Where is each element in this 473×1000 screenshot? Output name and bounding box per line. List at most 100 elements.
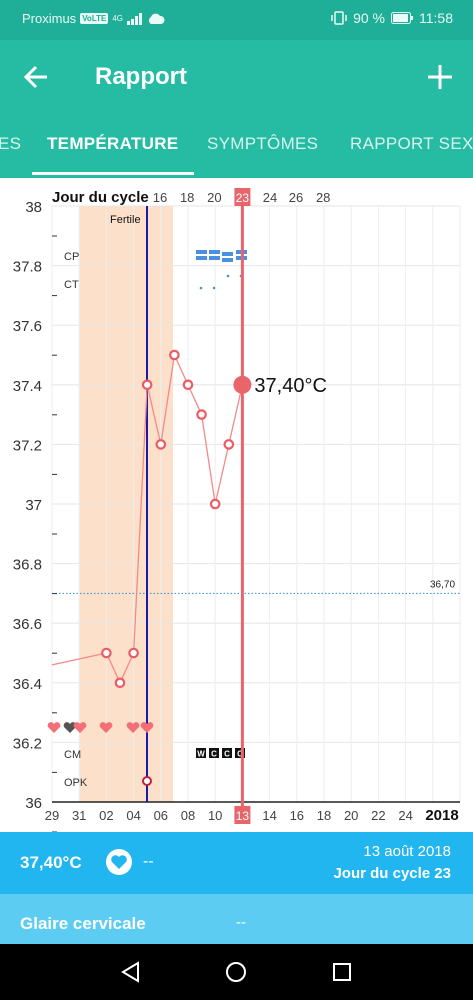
x-tick-label: 06: [154, 808, 168, 823]
row-label-opk: OPK: [64, 777, 88, 789]
top-tick-label: 20: [207, 190, 221, 205]
temperature-point: [169, 349, 180, 361]
temperature-chart-svg[interactable]: 36,70 38 37.8 37.6 37.4 37.2 37 36.8 36.6 36.4 36…: [0, 178, 473, 833]
heart-icon: [47, 722, 61, 733]
heart-icon[interactable]: [106, 849, 132, 875]
cp-mark: [222, 252, 233, 256]
battery-percent: 90 %: [353, 10, 385, 26]
ct-dot: [199, 286, 203, 290]
cm-code: W: [197, 750, 205, 759]
page-title: Rapport: [95, 63, 187, 90]
x-tick-label: 14: [262, 808, 276, 823]
y-tick-label: 36: [25, 795, 42, 812]
y-tick-label: 36.8: [13, 557, 42, 574]
temperature-line: [51, 352, 244, 685]
y-tick-label: 36.4: [13, 676, 42, 693]
x-tick-label: 29: [45, 808, 59, 823]
square-recent-icon[interactable]: [331, 961, 353, 983]
row-label-cm: CM: [64, 749, 81, 761]
cloud-icon: [148, 13, 165, 24]
system-nav-bar: [0, 944, 473, 1000]
arrow-back-icon[interactable]: [22, 62, 52, 92]
row-label-cp: CP: [64, 251, 79, 263]
ct-dot: [226, 274, 230, 278]
selected-day-bottom-marker[interactable]: [234, 806, 251, 824]
top-tick-label: 28: [316, 190, 330, 205]
temperature-point: [101, 647, 112, 659]
summary-temperature: 37,40°C: [20, 853, 82, 872]
cm-code: C: [237, 750, 243, 759]
temperature-point: [223, 439, 235, 450]
status-bar: Proximus VoLTE 4G 90 % 11:58: [0, 0, 473, 40]
y-tick-label: 37.2: [13, 437, 42, 454]
clock: 11:58: [419, 10, 453, 26]
x-tick-label: 22: [371, 808, 385, 823]
x-tick-label: 18: [317, 808, 331, 823]
x-tick-label: 20: [344, 808, 358, 823]
heart-icon: [126, 722, 140, 733]
cm-box: [209, 748, 219, 758]
cp-mark: [222, 258, 233, 262]
summary-intercourse-value: --: [143, 853, 154, 870]
tab-temperature[interactable]: TEMPÉRATURE: [47, 134, 179, 153]
temperature-point: [209, 498, 221, 510]
cp-mark: [209, 256, 220, 260]
selected-day-top-label: 23: [236, 191, 250, 205]
y-tick-label: 37.4: [13, 378, 42, 395]
x-tick-label: 16: [290, 808, 304, 823]
tab-previous[interactable]: ES: [0, 134, 22, 153]
cm-code: C: [211, 750, 217, 759]
chart-title: Jour du cycle: [52, 189, 149, 206]
x-tick-label: 10: [208, 808, 222, 823]
temperature-point: [155, 439, 167, 450]
app-toolbar: Rapport: [0, 40, 473, 116]
circle-home-icon[interactable]: [225, 961, 247, 983]
tab-sexual-report[interactable]: RAPPORT SEXU: [350, 134, 473, 153]
y-tick-label: 37.6: [13, 318, 42, 335]
summary-date: 13 août 2018: [363, 843, 451, 860]
selected-point[interactable]: [233, 375, 252, 394]
report-tabs: ES TEMPÉRATURE SYMPTÔMES RAPPORT SEXU: [0, 116, 473, 178]
top-tick-label: 26: [289, 190, 303, 205]
cm-box: [235, 748, 245, 758]
cm-code: C: [224, 750, 230, 759]
temperature-point: [141, 379, 153, 391]
cm-box: [222, 748, 232, 758]
x-axis-year: 2018: [425, 807, 458, 824]
signal-icon: [127, 12, 143, 25]
opk-marker: [142, 776, 152, 786]
heart-icon: [99, 722, 113, 733]
top-tick-label: 16: [153, 190, 167, 205]
x-tick-label: 08: [181, 808, 195, 823]
ct-dot: [212, 286, 216, 290]
network-type: 4G: [112, 14, 124, 23]
temperature-point: [128, 647, 139, 659]
cp-mark: [196, 256, 207, 260]
temperature-chart[interactable]: 36,70 38 37.8 37.6 37.4 37.2 37 36.8 36.6 36.4 36…: [0, 178, 473, 833]
cervical-mucus-value: --: [236, 914, 246, 931]
day-summary[interactable]: 37,40°C -- 13 août 2018 Jour du cycle 23: [0, 832, 473, 894]
top-tick-label: 24: [263, 190, 277, 205]
x-tick-label: 04: [126, 808, 140, 823]
x-tick-label: 24: [398, 808, 412, 823]
x-tick-label: 02: [99, 808, 113, 823]
tab-indicator: [32, 172, 194, 175]
temperature-point: [114, 677, 126, 689]
carrier-name: Proximus: [22, 11, 77, 26]
fertile-label: Fertile: [110, 214, 141, 226]
y-tick-label: 36.2: [13, 735, 42, 752]
tab-symptoms[interactable]: SYMPTÔMES: [207, 134, 319, 153]
volte-badge: VoLTE: [80, 13, 109, 24]
heart-icon: [140, 722, 154, 733]
top-tick-label: 18: [180, 190, 194, 205]
y-tick-label: 38: [25, 199, 42, 216]
selected-day-top-marker[interactable]: [234, 188, 251, 206]
plus-icon[interactable]: [425, 62, 455, 92]
cervical-mucus-label: Glaire cervicale: [20, 914, 146, 933]
cervical-mucus-row[interactable]: Glaire cervicale --: [0, 894, 473, 944]
triangle-back-icon[interactable]: [120, 961, 142, 983]
y-tick-label: 37.8: [13, 259, 42, 276]
vibrate-icon: [331, 11, 347, 25]
y-tick-label: 36.6: [13, 616, 42, 633]
selected-day-bottom-label: 13: [236, 809, 250, 823]
